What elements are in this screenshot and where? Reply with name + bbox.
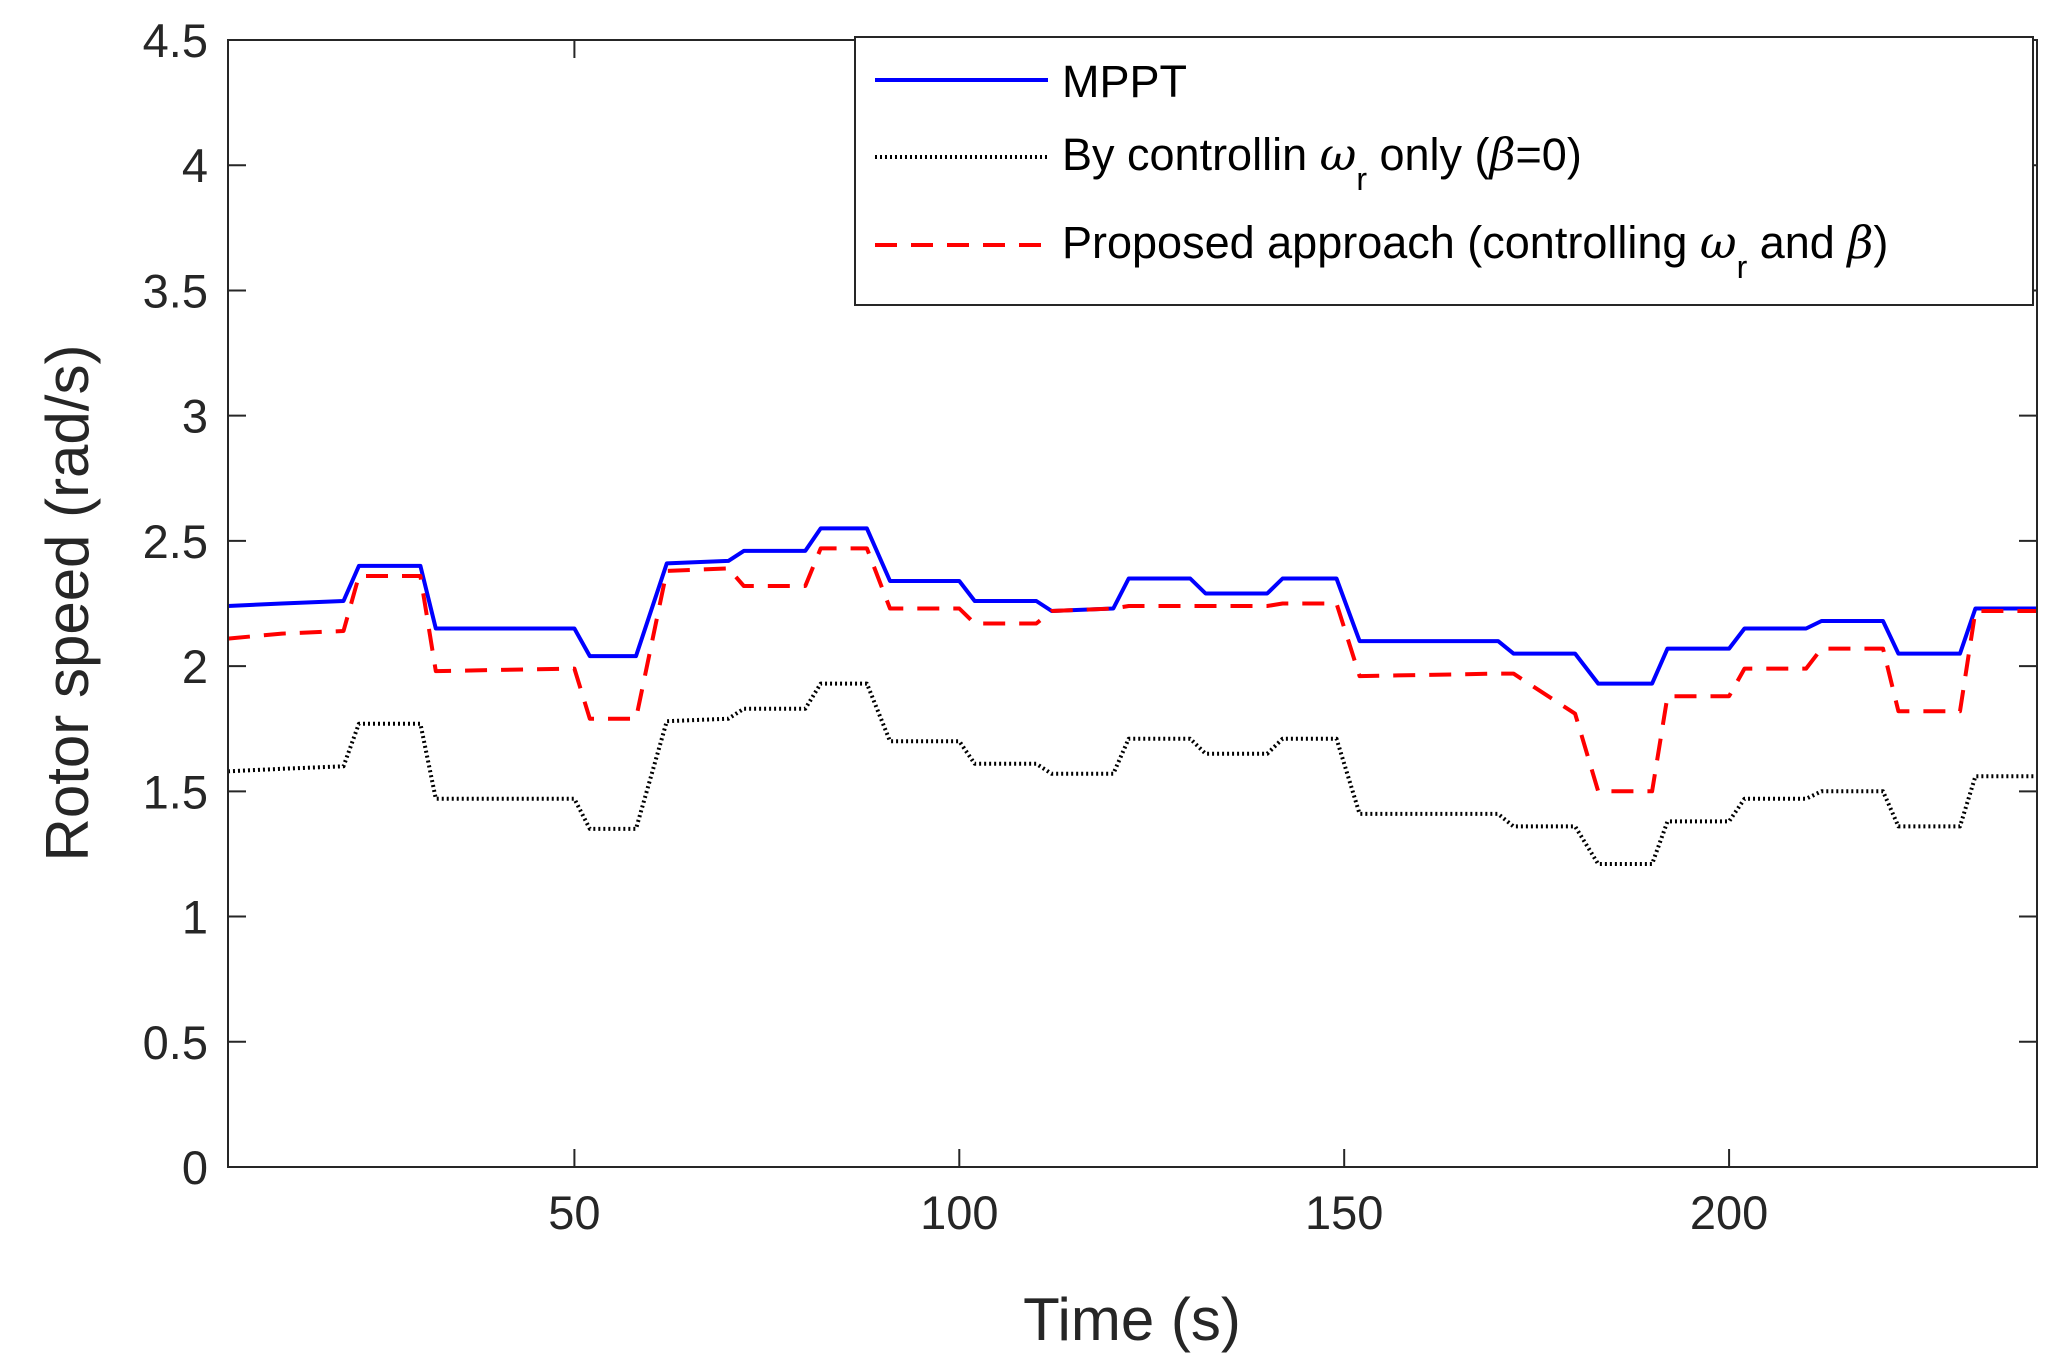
legend-box — [854, 36, 2034, 306]
legend-label-omega-only: By controllin ωr only (β=0) — [1062, 128, 1582, 197]
series-layer — [227, 526, 2037, 866]
y-tick-label: 1 — [182, 891, 208, 944]
y-tick-label: 4 — [182, 139, 208, 192]
legend-proposed-beta: β — [1845, 216, 1873, 269]
legend-omega-only-end: =0) — [1516, 129, 1582, 180]
y-tick-label: 0.5 — [143, 1016, 208, 1069]
y-tick-label: 2 — [182, 640, 208, 693]
legend-omega-only-omega: ω — [1320, 128, 1357, 181]
legend-omega-only-sub: r — [1356, 161, 1367, 197]
y-tick-label: 3 — [182, 390, 208, 443]
y-axis-title: Rotor speed (rad/s) — [34, 345, 101, 862]
x-tick-label: 100 — [920, 1186, 998, 1239]
legend-proposed-mid: and — [1747, 217, 1847, 268]
x-axis-title: Time (s) — [1023, 1286, 1241, 1353]
x-tick-label: 200 — [1690, 1186, 1768, 1239]
y-tick-label: 4.5 — [143, 14, 208, 67]
series-line-proposed — [227, 546, 2037, 794]
series-line-mppt — [227, 526, 2037, 686]
legend-proposed-sub: r — [1737, 249, 1748, 285]
legend-label-proposed: Proposed approach (controlling ωr and β) — [1062, 216, 1888, 285]
legend-omega-only-mid: only ( — [1367, 129, 1490, 180]
legend-label-mppt: MPPT — [1062, 56, 1187, 107]
legend-proposed-omega: ω — [1700, 216, 1737, 269]
y-tick-label: 2.5 — [143, 515, 208, 568]
legend-omega-only-beta: β — [1488, 128, 1516, 181]
legend-proposed-pre: Proposed approach (controlling — [1062, 217, 1700, 268]
y-tick-label: 1.5 — [143, 765, 208, 818]
x-tick-label: 50 — [548, 1186, 600, 1239]
legend-proposed-end: ) — [1873, 217, 1888, 268]
x-tick-label: 150 — [1305, 1186, 1383, 1239]
y-tick-label: 0 — [182, 1141, 208, 1194]
y-tick-label: 3.5 — [143, 264, 208, 317]
series-line-omega-only — [227, 681, 2037, 866]
tick-layer: 50 100 150 200 0 0.5 1 1.5 2 2.5 3 3.5 4 4.5 — [143, 14, 2037, 1239]
legend: MPPT By controllin ωr only (β=0) Propose… — [854, 36, 2034, 306]
legend-omega-only-pre: By controllin — [1062, 129, 1320, 180]
